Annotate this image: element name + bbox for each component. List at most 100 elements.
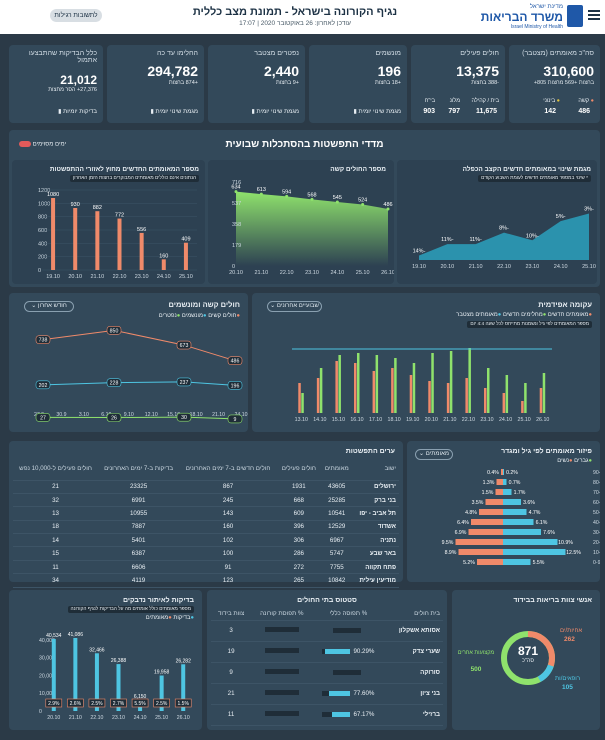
hamburger-icon[interactable] xyxy=(588,10,600,20)
table-row: ברזילי 67.17% 11 xyxy=(211,704,443,726)
bar xyxy=(501,469,503,475)
trend-link[interactable]: מגמת שינוי יומית ▮ xyxy=(251,109,299,115)
occupancy-bar xyxy=(322,690,351,696)
data-label: 2.6% xyxy=(70,701,82,707)
tick-label: 14.10 xyxy=(313,417,326,423)
table-cell: 11 xyxy=(13,560,99,575)
data-label-box xyxy=(176,377,192,387)
data-label-box xyxy=(106,378,122,387)
tick-label: 22.10 xyxy=(113,274,127,280)
table-row: בני ברק 25285 668 245 6991 32 xyxy=(13,493,399,508)
bar xyxy=(391,368,394,413)
tick-label: 20.10 xyxy=(47,715,60,721)
bar xyxy=(161,259,166,270)
severe-period-dropdown[interactable]: חודש אחרון ⌄ xyxy=(24,301,74,312)
data-label: 32,466 xyxy=(89,647,105,653)
data-label: 2.7% xyxy=(113,701,125,707)
data-label: 6.1% xyxy=(536,520,548,526)
trend-link[interactable]: מגמת שינוי יומית ▮ xyxy=(353,109,401,115)
table-cell: סורוקה xyxy=(384,662,443,684)
weekly-toggle[interactable]: ימים מסוימים xyxy=(19,141,66,148)
tick-label: 25.10 xyxy=(582,264,596,270)
data-label: 850 xyxy=(110,328,119,334)
bar xyxy=(503,469,504,475)
tick-label: 25.10 xyxy=(179,274,193,280)
table-cell: 77.60% xyxy=(312,683,385,705)
kpi-recovered-card: החלימו עד כה 294,782 +874 בחצות מגמת שינ… xyxy=(107,45,204,123)
trend-link[interactable]: בדיקות יומיות ▮ xyxy=(58,109,97,115)
bar xyxy=(73,637,78,711)
chart-severe-card: מספר החולים קשה 0 179 358 537 716 634 20.10 613… xyxy=(208,160,394,284)
data-label-box xyxy=(176,340,192,350)
table-row: אסותא אשקלון 3 xyxy=(211,620,443,642)
table-cell: אסותא אשקלון xyxy=(384,620,443,642)
tick-label: 10,000 xyxy=(39,691,55,697)
bar xyxy=(477,559,503,565)
chart-icon: ▮ xyxy=(353,109,357,115)
data-label: -14% xyxy=(413,249,426,255)
table-cell: 10541 xyxy=(320,506,353,521)
bar xyxy=(183,242,188,270)
table-row: באר שבע 5747 286 100 6387 15 xyxy=(13,546,399,561)
bar xyxy=(503,529,541,535)
data-label: 27 xyxy=(40,415,46,421)
data-label: 26,282 xyxy=(176,658,192,664)
tick-label: 19.10 xyxy=(412,264,426,270)
occupancy-bar xyxy=(264,627,299,632)
tick-label: +90 xyxy=(593,470,600,476)
table-cell: 396 xyxy=(277,520,321,535)
data-label: 568 xyxy=(307,192,316,198)
data-label-box xyxy=(88,698,106,708)
bar xyxy=(51,638,56,711)
trend-link[interactable]: מגמת שינוי יומית ▮ xyxy=(150,109,198,115)
data-label: 237 xyxy=(180,380,189,386)
data-label-box xyxy=(106,413,122,422)
table-cell: 265 xyxy=(277,573,321,588)
epi-period-dropdown[interactable]: שבועיים אחרונים ⌄ xyxy=(267,301,322,312)
bar xyxy=(503,479,507,485)
table-cell xyxy=(251,662,313,684)
bar xyxy=(503,549,566,555)
table-cell: פתח תקווה xyxy=(352,560,399,575)
bar xyxy=(139,232,144,270)
data-label-box xyxy=(131,698,149,708)
data-label: 9 xyxy=(234,417,237,423)
bar xyxy=(503,499,521,505)
tick-label: 19.10 xyxy=(406,417,419,423)
bar xyxy=(301,393,304,413)
tick-label: 800 xyxy=(38,215,47,221)
cities-section: ערים התפשטות ישוב מאומתים חולים פעילים חולי… xyxy=(9,441,403,588)
tick-label: 0-9 xyxy=(593,560,600,566)
bar xyxy=(542,373,546,413)
table-cell: 10955 xyxy=(98,506,180,521)
chart-icon: ▮ xyxy=(58,109,62,115)
table-cell: בני ברק xyxy=(352,493,399,508)
tick-label: 15.10 xyxy=(332,417,345,423)
series-line xyxy=(42,416,236,420)
table-cell: 5401 xyxy=(98,533,180,548)
table-cell: 668 xyxy=(277,493,321,508)
bar xyxy=(484,388,487,413)
bar xyxy=(503,509,527,515)
tick-label: 24.10 xyxy=(235,412,248,418)
table-cell: נתניה xyxy=(352,533,399,548)
bar xyxy=(471,519,503,525)
tick-label: 0 xyxy=(39,709,42,715)
tick-label: 9.10 xyxy=(124,412,134,418)
table-cell xyxy=(312,662,385,684)
data-label: -5% xyxy=(556,214,566,220)
data-label: 486 xyxy=(231,359,240,365)
bar xyxy=(51,198,56,270)
tick-label: 25.10 xyxy=(356,270,370,276)
ages-metric-dropdown[interactable]: מאומתים ⌄ xyxy=(415,449,453,460)
data-label: 5.2% xyxy=(463,560,475,566)
toggle-switch-icon xyxy=(19,141,31,147)
data-label: 6.9% xyxy=(455,530,467,536)
general-button[interactable]: לתשובות רגילות xyxy=(50,9,102,22)
tick-label: 20.10 xyxy=(68,274,82,280)
tick-label: 10-19 xyxy=(593,550,600,556)
data-label: -10% xyxy=(526,233,539,239)
tick-label: 537 xyxy=(232,201,241,207)
